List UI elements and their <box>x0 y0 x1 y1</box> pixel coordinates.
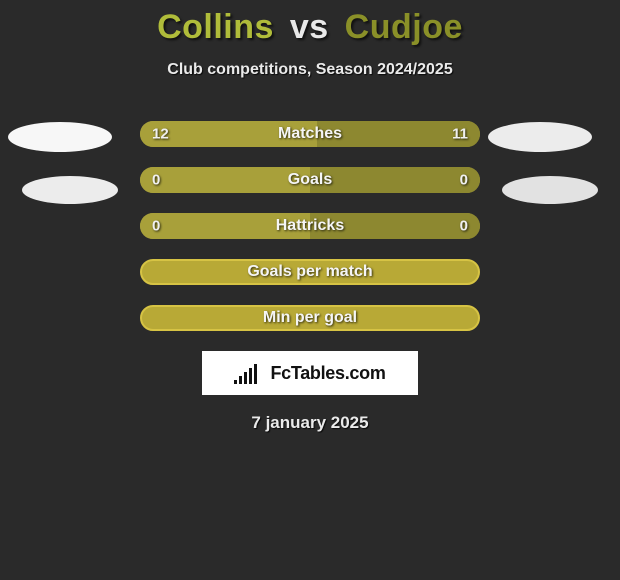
stat-value-left: 0 <box>152 218 160 235</box>
stat-fill-right <box>310 167 480 193</box>
stat-fill-left <box>140 167 310 193</box>
stat-row: 12 11 Matches <box>140 121 480 147</box>
stat-label: Min per goal <box>263 309 357 327</box>
stat-row: 0 0 Goals <box>140 167 480 193</box>
comparison-title: Collins vs Cudjoe <box>0 0 620 47</box>
stat-value-left: 12 <box>152 126 169 143</box>
stat-row: Goals per match <box>140 259 480 285</box>
stat-value-right: 0 <box>460 172 468 189</box>
stat-rows-container: 12 11 Matches 0 0 Goals 0 0 Hattricks Goals per m… <box>0 121 620 331</box>
vs-text: vs <box>290 8 329 46</box>
player1-name: Collins <box>157 8 274 46</box>
logo-text: FcTables.com <box>270 363 385 384</box>
stat-label: Hattricks <box>276 217 344 235</box>
stat-label: Goals per match <box>247 263 372 281</box>
stat-value-right: 11 <box>452 126 468 143</box>
stat-row: 0 0 Hattricks <box>140 213 480 239</box>
stat-value-left: 0 <box>152 172 160 189</box>
stat-row: Min per goal <box>140 305 480 331</box>
subtitle: Club competitions, Season 2024/2025 <box>0 61 620 79</box>
stat-label: Goals <box>288 171 332 189</box>
footer-date: 7 january 2025 <box>0 413 620 433</box>
stat-value-right: 0 <box>460 218 468 235</box>
player2-name: Cudjoe <box>345 8 463 46</box>
logo-bars-icon <box>234 362 264 384</box>
fctables-logo: FcTables.com <box>202 351 418 395</box>
stat-label: Matches <box>278 125 342 143</box>
